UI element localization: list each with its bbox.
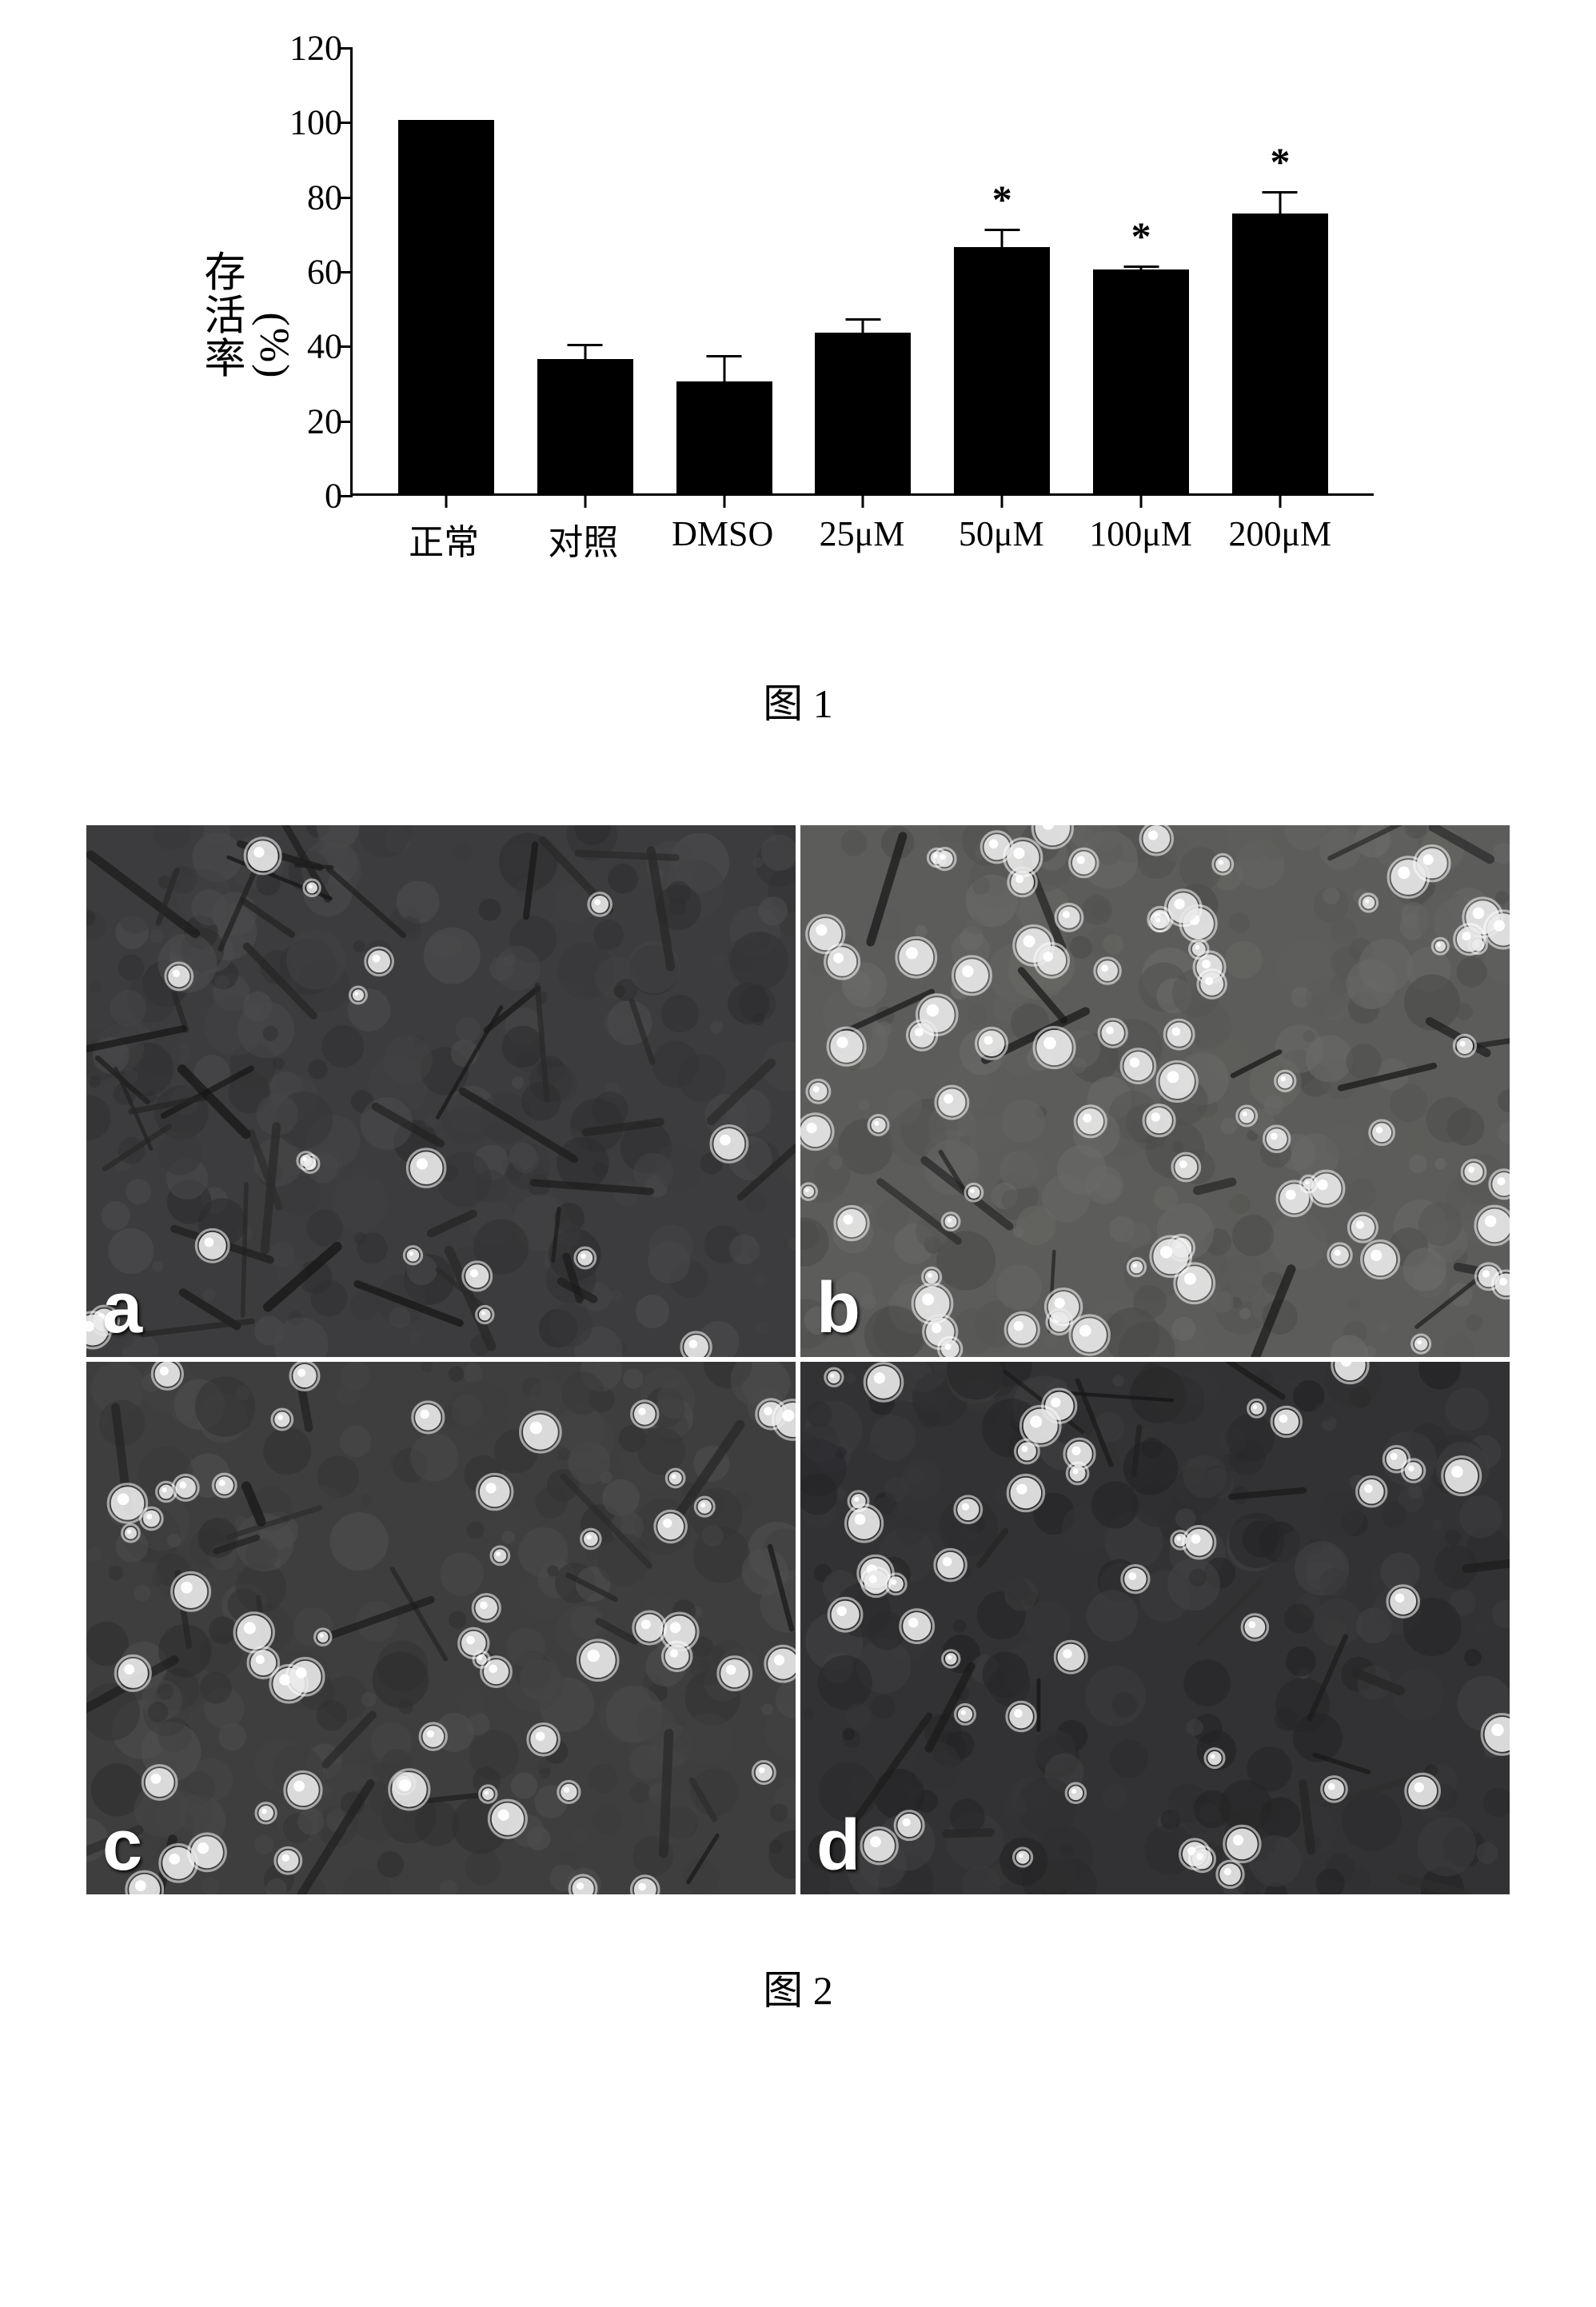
bars-container: *** — [353, 48, 1374, 493]
y-tick-label: 80 — [246, 177, 342, 218]
micrograph-label: a — [102, 1272, 142, 1344]
significance-marker: * — [1270, 138, 1290, 185]
micrograph-panel-b: b — [800, 825, 1510, 1357]
bar-column: * — [954, 247, 1050, 493]
y-tick-label: 120 — [246, 28, 342, 69]
y-axis-label-cn: 存活率 — [190, 250, 250, 380]
y-tick-label: 20 — [246, 401, 342, 441]
bar — [398, 120, 494, 493]
x-tick-label: 100μM — [1081, 504, 1201, 565]
y-tick-label: 40 — [246, 326, 342, 367]
x-tick-label: 对照 — [523, 504, 643, 565]
error-bar — [584, 344, 586, 359]
error-bar — [1279, 191, 1281, 214]
bar-column: * — [1093, 269, 1189, 493]
micrograph-panel-a: a — [86, 825, 796, 1357]
bar-column — [676, 381, 772, 493]
y-tick-label: 0 — [246, 476, 342, 517]
figure1-caption: 图 1 — [64, 672, 1532, 729]
bar — [1232, 214, 1328, 493]
bar — [676, 381, 772, 493]
significance-marker: * — [992, 176, 1012, 222]
error-bar — [862, 318, 864, 333]
significance-marker: * — [1131, 213, 1151, 259]
bar — [815, 333, 911, 493]
figure2-caption: 图 2 — [64, 1958, 1532, 2016]
error-bar — [1001, 229, 1003, 247]
y-tick-label: 60 — [246, 252, 342, 293]
micrograph-label: c — [102, 1810, 142, 1882]
x-tick-label: 正常 — [384, 504, 504, 565]
bar-column — [537, 359, 633, 493]
survival-bar-chart: 存活率(%) *** 正常对照DMSO25μM50μM100μM200μM 02… — [198, 32, 1398, 608]
bar-column — [815, 333, 911, 493]
bar — [537, 359, 633, 493]
plot-area: *** — [350, 48, 1374, 496]
bar — [954, 247, 1050, 493]
error-bar — [723, 355, 725, 381]
x-tick-label: 50μM — [941, 504, 1061, 565]
bar-column: * — [1232, 214, 1328, 493]
micrograph-panel-c: c — [86, 1362, 796, 1894]
x-tick-label: DMSO — [663, 504, 783, 565]
micrograph-label: b — [816, 1272, 860, 1344]
x-labels: 正常对照 DMSO 25μM 50μM 100μM 200μM — [350, 504, 1374, 565]
bar-column — [398, 120, 494, 493]
micrograph-label: d — [816, 1810, 860, 1882]
micrograph-panel-d: d — [800, 1362, 1510, 1894]
x-tick-label: 200μM — [1220, 504, 1340, 565]
bar — [1093, 269, 1189, 493]
y-tick-label: 100 — [246, 102, 342, 143]
error-bar — [1140, 265, 1143, 269]
micrograph-grid: a b c d — [86, 825, 1510, 1894]
x-tick-label: 25μM — [802, 504, 922, 565]
